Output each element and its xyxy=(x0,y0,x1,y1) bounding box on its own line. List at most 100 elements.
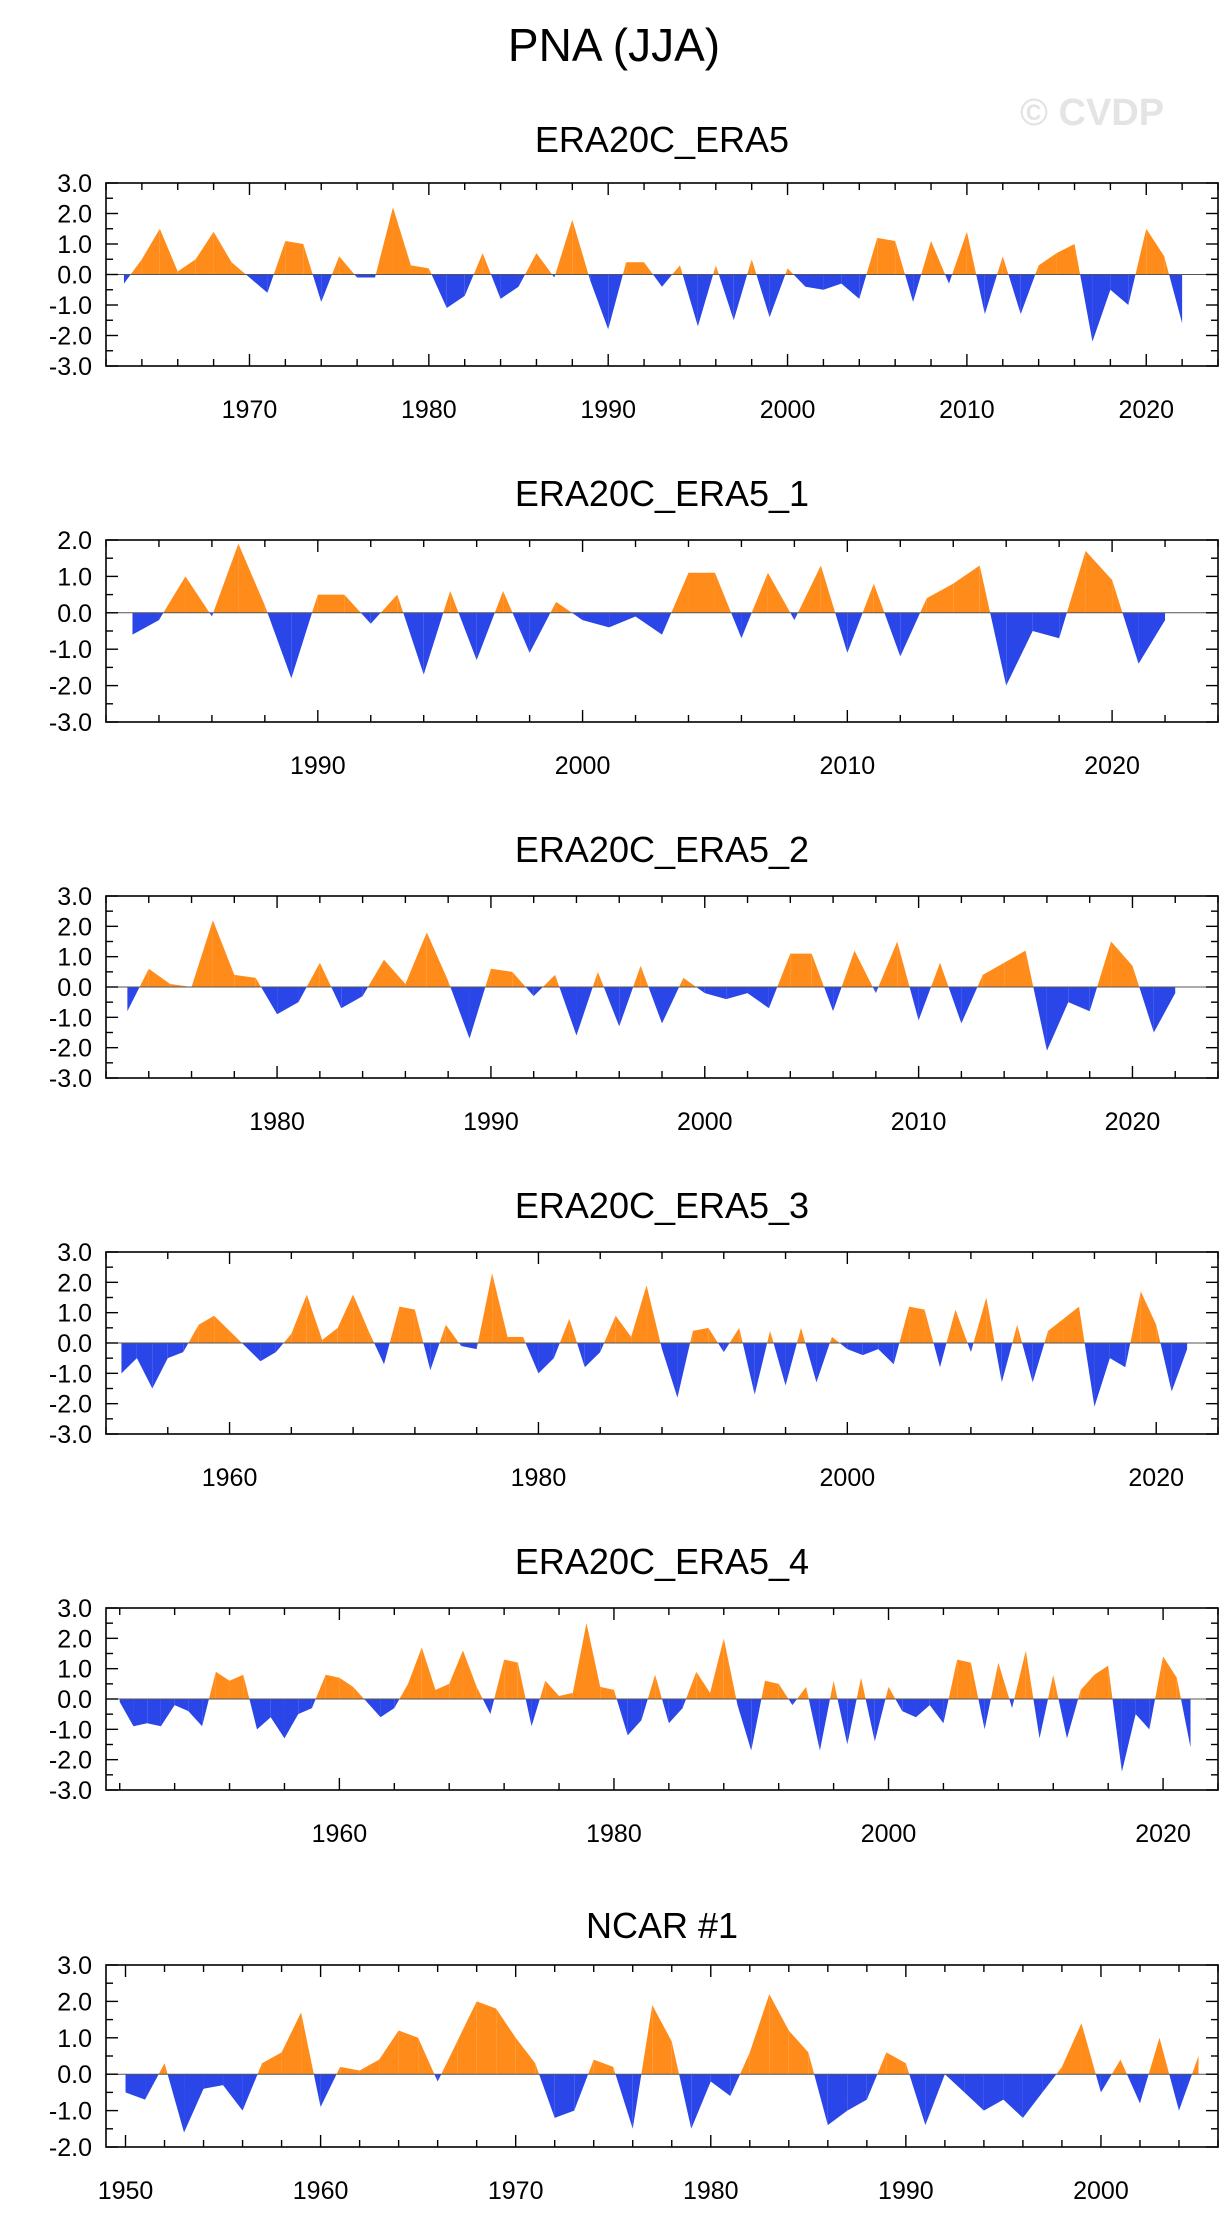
x-tick-label: 1960 xyxy=(202,1464,258,1492)
negative-area-segment xyxy=(983,2074,1004,2111)
negative-area-segment xyxy=(730,2074,741,2097)
positive-area-segment xyxy=(740,2052,750,2075)
negative-area-segment xyxy=(136,1343,153,1389)
cvdp-watermark: © CVDP xyxy=(1020,92,1165,134)
positive-area-segment xyxy=(503,590,513,613)
positive-area-segment xyxy=(830,1680,834,1699)
negative-area-segment xyxy=(174,1699,189,1712)
positive-area-segment xyxy=(443,590,451,613)
positive-area-segment xyxy=(496,2008,516,2075)
positive-area-segment xyxy=(476,2001,497,2075)
positive-area-segment xyxy=(955,1309,968,1343)
positive-area-segment xyxy=(441,2041,458,2075)
negative-area-segment xyxy=(437,2074,442,2082)
negative-area-segment xyxy=(1080,274,1093,342)
positive-area-segment xyxy=(473,253,483,275)
negative-area-segment xyxy=(158,612,164,621)
x-tick-label: 1980 xyxy=(683,2177,739,2205)
negative-area-segment xyxy=(257,1699,271,1730)
negative-area-segment xyxy=(270,1699,285,1739)
x-tick-label: 2000 xyxy=(677,1108,733,1136)
positive-area-segment xyxy=(862,583,874,613)
negative-area-segment xyxy=(582,612,610,628)
negative-area-segment xyxy=(895,1699,903,1712)
negative-area-segment xyxy=(660,1343,662,1350)
positive-area-segment xyxy=(1140,1291,1157,1343)
negative-area-segment xyxy=(188,1699,203,1727)
negative-area-segment xyxy=(277,987,299,1015)
positive-area-segment xyxy=(375,207,393,275)
positive-area-segment xyxy=(751,259,757,275)
negative-area-segment xyxy=(600,1343,605,1353)
positive-area-segment xyxy=(899,1306,910,1343)
x-tick-label: 2010 xyxy=(891,1108,947,1136)
negative-area-segment xyxy=(267,612,292,679)
y-tick-label: 2.0 xyxy=(57,527,92,555)
positive-area-segment xyxy=(476,1686,483,1699)
negative-area-segment xyxy=(1128,274,1136,305)
negative-area-segment xyxy=(1178,2074,1192,2111)
positive-area-segment xyxy=(767,1330,771,1343)
positive-area-segment xyxy=(504,1659,518,1699)
x-tick-label: 2020 xyxy=(1105,1108,1161,1136)
x-tick-label: 1960 xyxy=(312,1820,368,1848)
negative-area-segment xyxy=(648,987,662,1024)
negative-area-segment xyxy=(423,1343,431,1371)
negative-area-segment xyxy=(691,2074,711,2129)
y-tick-label: 1.0 xyxy=(57,1300,92,1328)
negative-area-segment xyxy=(366,1699,381,1718)
positive-area-segment xyxy=(1038,253,1057,275)
positive-area-segment xyxy=(790,953,812,987)
positive-area-segment xyxy=(435,1683,450,1699)
positive-area-segment xyxy=(1079,1306,1085,1343)
positive-area-segment xyxy=(1176,1677,1181,1699)
negative-area-segment xyxy=(360,612,371,624)
positive-area-segment xyxy=(788,2030,809,2075)
positive-area-segment xyxy=(692,1327,709,1343)
negative-area-segment xyxy=(167,2074,185,2133)
positive-area-segment xyxy=(920,598,927,613)
negative-area-segment xyxy=(943,1699,949,1724)
y-tick-label: 3.0 xyxy=(57,170,92,198)
positive-area-segment xyxy=(291,1294,307,1343)
negative-area-segment xyxy=(668,1699,683,1724)
positive-area-segment xyxy=(952,231,967,275)
positive-area-segment xyxy=(545,1680,560,1699)
negative-area-segment xyxy=(357,274,376,278)
negative-area-segment xyxy=(1094,1343,1110,1407)
positive-area-segment xyxy=(159,228,178,275)
positive-area-segment xyxy=(398,2030,419,2075)
positive-area-segment xyxy=(777,953,791,987)
positive-area-segment xyxy=(679,977,684,987)
negative-area-segment xyxy=(554,274,556,278)
negative-area-segment xyxy=(1095,2074,1101,2093)
negative-area-segment xyxy=(823,274,842,290)
negative-area-segment xyxy=(1084,1343,1095,1407)
negative-area-segment xyxy=(905,274,914,302)
positive-area-segment xyxy=(317,594,345,613)
negative-area-segment xyxy=(1068,987,1090,1012)
positive-area-segment xyxy=(600,1686,614,1699)
negative-area-segment xyxy=(731,612,742,639)
negative-area-segment xyxy=(125,2074,146,2100)
positive-area-segment xyxy=(622,262,627,275)
positive-area-segment xyxy=(492,1273,508,1343)
positive-area-segment xyxy=(1081,2023,1096,2075)
positive-area-segment xyxy=(322,1327,338,1343)
positive-area-segment xyxy=(1044,1330,1049,1343)
positive-area-segment xyxy=(1056,244,1075,275)
positive-area-segment xyxy=(696,1671,711,1699)
positive-area-segment xyxy=(1074,244,1081,275)
positive-area-segment xyxy=(924,1309,934,1343)
negative-area-segment xyxy=(793,274,806,287)
positive-area-segment xyxy=(555,974,560,987)
negative-area-segment xyxy=(512,612,530,653)
positive-area-segment xyxy=(1017,1324,1023,1343)
negative-area-segment xyxy=(354,274,358,278)
positive-area-segment xyxy=(163,576,186,613)
negative-area-segment xyxy=(747,987,769,1009)
positive-area-segment xyxy=(833,1680,838,1699)
positive-area-segment xyxy=(1056,2066,1062,2075)
positive-area-segment xyxy=(820,565,836,613)
negative-area-segment xyxy=(132,612,159,635)
